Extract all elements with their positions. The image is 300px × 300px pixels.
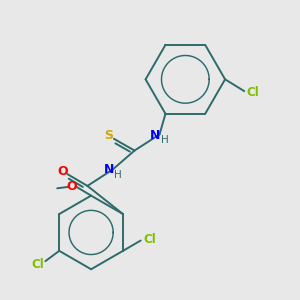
Text: O: O	[57, 165, 68, 178]
Text: O: O	[67, 180, 77, 193]
Text: Cl: Cl	[246, 86, 259, 99]
Text: Cl: Cl	[32, 259, 44, 272]
Text: Cl: Cl	[143, 233, 156, 246]
Text: H: H	[114, 170, 122, 180]
Text: S: S	[104, 129, 113, 142]
Text: N: N	[104, 163, 114, 176]
Text: H: H	[161, 135, 169, 145]
Text: N: N	[150, 129, 160, 142]
